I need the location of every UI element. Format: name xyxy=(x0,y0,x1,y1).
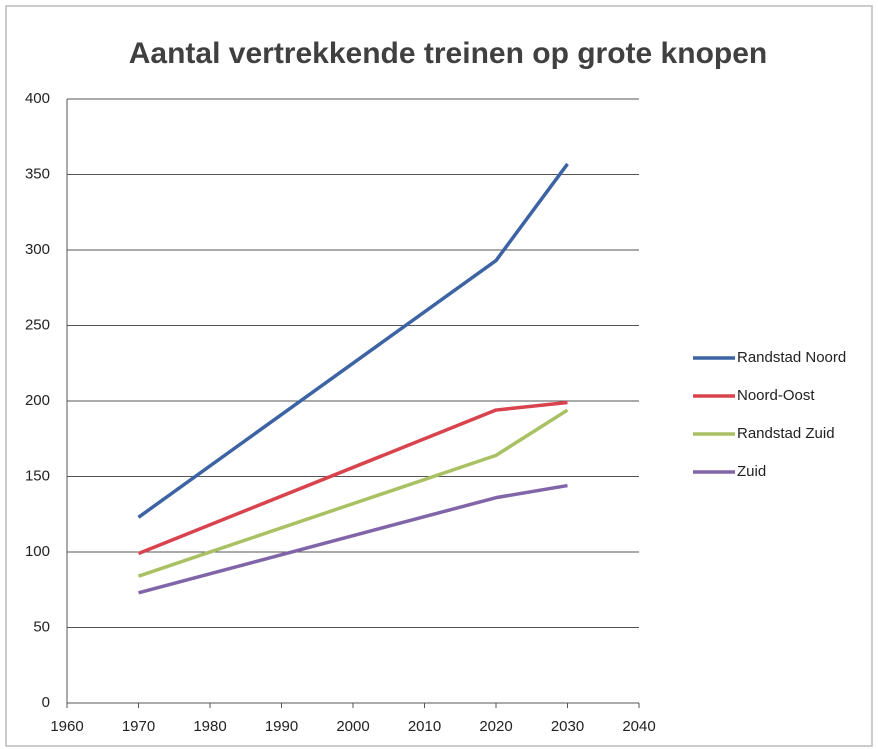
x-tick-label: 2040 xyxy=(622,718,655,735)
y-tick-label: 0 xyxy=(42,694,50,711)
x-tick-label: 1960 xyxy=(50,718,83,735)
legend-label: Zuid xyxy=(737,463,766,480)
y-tick-label: 350 xyxy=(25,165,50,182)
y-tick-label: 150 xyxy=(25,467,50,484)
x-tick-label: 2000 xyxy=(336,718,369,735)
y-tick-label: 400 xyxy=(25,90,50,107)
y-tick-label: 200 xyxy=(25,392,50,409)
y-tick-label: 250 xyxy=(25,316,50,333)
y-tick-label: 50 xyxy=(33,618,50,635)
x-tick-label: 1970 xyxy=(122,718,155,735)
x-tick-label: 2020 xyxy=(479,718,512,735)
x-tick-label: 2030 xyxy=(551,718,584,735)
chart-title: Aantal vertrekkende treinen op grote kno… xyxy=(129,37,767,70)
x-tick-label: 2010 xyxy=(408,718,441,735)
legend-label: Randstad Zuid xyxy=(737,425,835,442)
series-line xyxy=(137,162,569,519)
series-line xyxy=(137,408,569,578)
legend-label: Randstad Noord xyxy=(737,349,846,366)
chart-frame xyxy=(5,5,873,747)
x-tick-label: 1980 xyxy=(193,718,226,735)
series-line xyxy=(138,483,568,595)
series-line xyxy=(137,400,568,556)
y-tick-label: 100 xyxy=(25,543,50,560)
y-tick-label: 300 xyxy=(25,241,50,258)
legend-label: Noord-Oost xyxy=(737,387,815,404)
x-tick-label: 1990 xyxy=(265,718,298,735)
